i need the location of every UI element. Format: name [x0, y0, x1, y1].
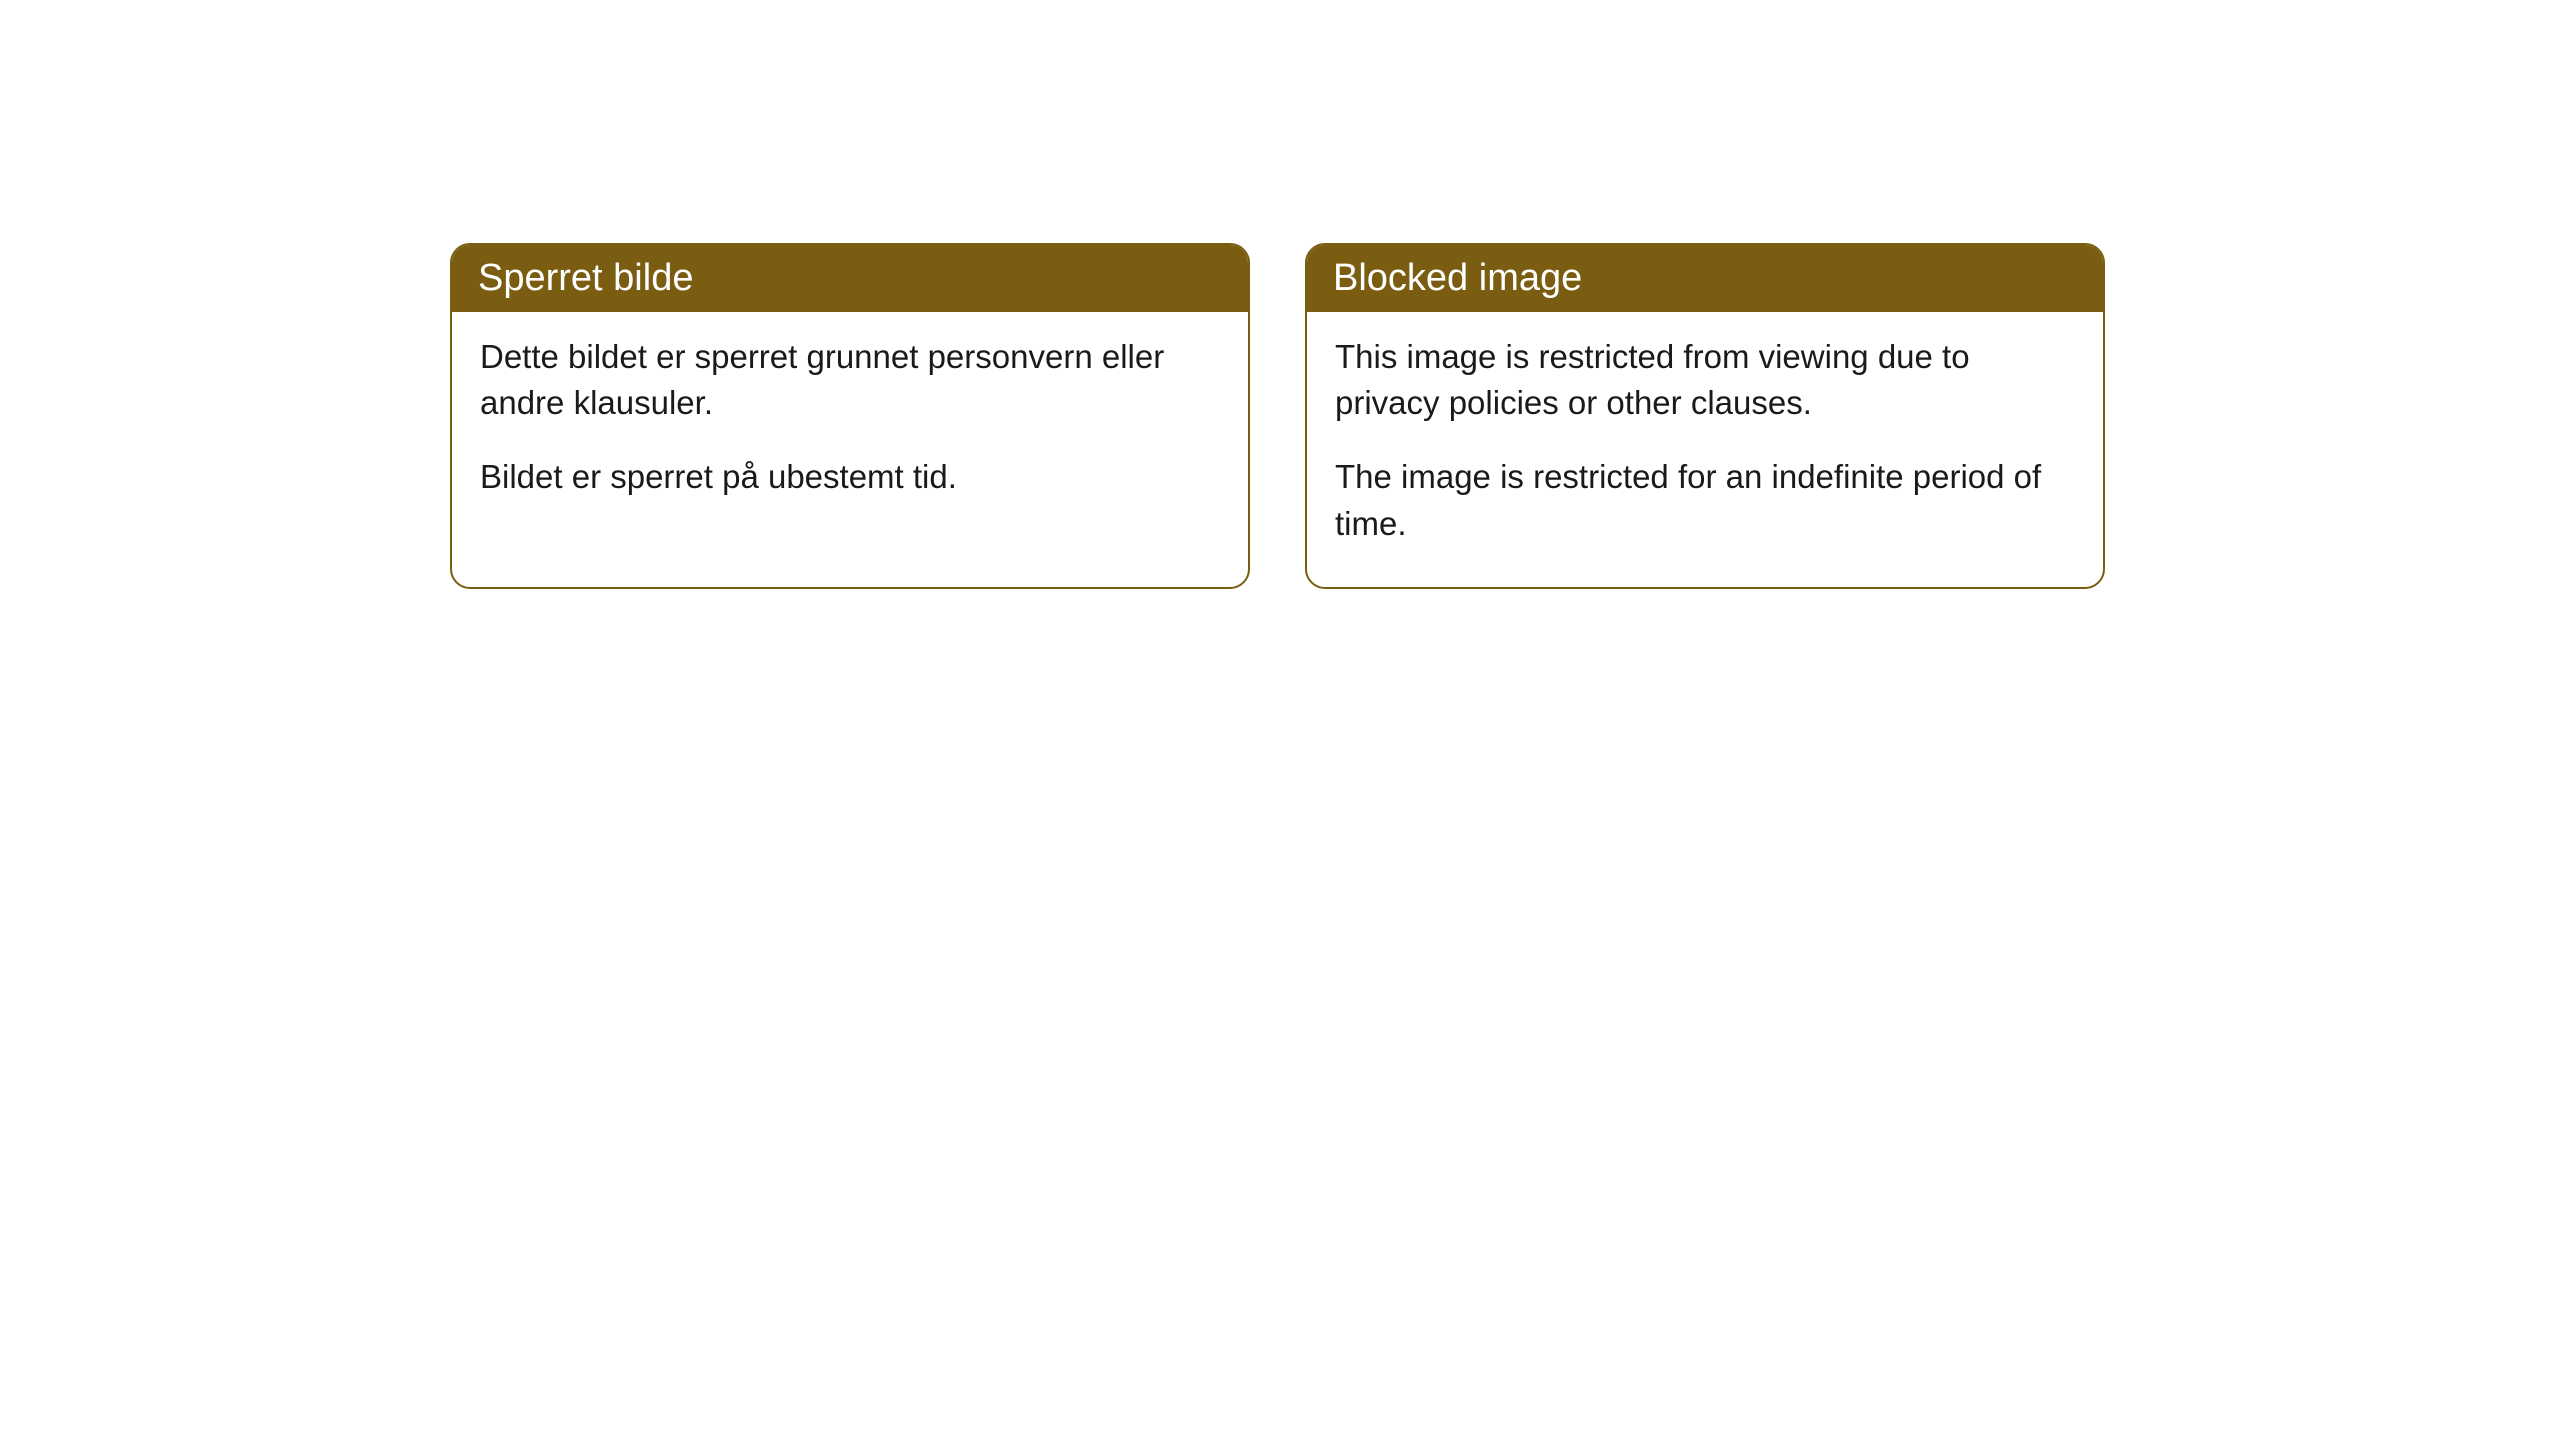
card-header-norwegian: Sperret bilde: [452, 245, 1248, 312]
card-paragraph-2-norwegian: Bildet er sperret på ubestemt tid.: [480, 454, 1220, 500]
card-body-english: This image is restricted from viewing du…: [1307, 312, 2103, 587]
blocked-image-card-norwegian: Sperret bilde Dette bildet er sperret gr…: [450, 243, 1250, 589]
blocked-image-card-english: Blocked image This image is restricted f…: [1305, 243, 2105, 589]
card-header-english: Blocked image: [1307, 245, 2103, 312]
card-paragraph-2-english: The image is restricted for an indefinit…: [1335, 454, 2075, 546]
card-paragraph-1-english: This image is restricted from viewing du…: [1335, 334, 2075, 426]
card-paragraph-1-norwegian: Dette bildet er sperret grunnet personve…: [480, 334, 1220, 426]
cards-container: Sperret bilde Dette bildet er sperret gr…: [0, 0, 2560, 589]
card-body-norwegian: Dette bildet er sperret grunnet personve…: [452, 312, 1248, 541]
